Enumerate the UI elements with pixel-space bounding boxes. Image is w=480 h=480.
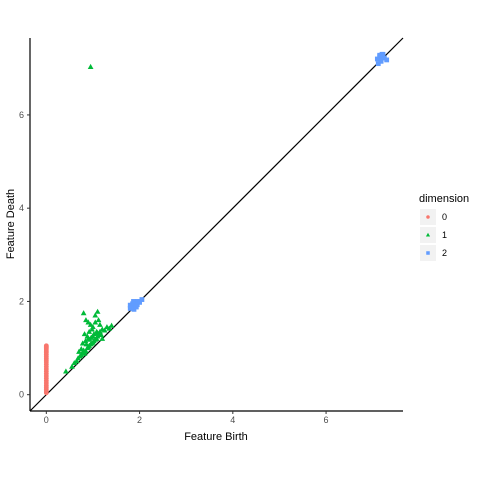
data-point-dim-2 — [128, 305, 134, 310]
data-point-dim-1 — [76, 348, 82, 354]
data-point-dim-1 — [98, 332, 105, 338]
data-point-dim-1 — [90, 333, 96, 339]
data-point-dim-1 — [108, 322, 115, 328]
legend-symbol-1 — [425, 232, 431, 237]
data-point-dim-1 — [83, 317, 89, 323]
x-tick-label: 4 — [230, 415, 235, 425]
data-point-dim-1 — [73, 358, 80, 364]
data-point-dim-1 — [69, 363, 75, 369]
data-point-dim-1 — [92, 319, 99, 325]
data-point-dim-1 — [87, 321, 94, 327]
legend-label-0: 0 — [442, 212, 447, 222]
y-tick-label: 2 — [19, 296, 24, 306]
data-points — [43, 51, 390, 396]
data-point-dim-2 — [131, 299, 136, 304]
data-point-dim-1 — [85, 319, 92, 325]
data-point-dim-1 — [79, 340, 86, 346]
data-point-dim-1 — [87, 63, 94, 70]
data-point-dim-2 — [384, 57, 390, 63]
data-point-dim-0 — [43, 343, 49, 349]
data-point-dim-2 — [378, 58, 384, 64]
data-point-dim-1 — [94, 308, 101, 314]
data-point-dim-2 — [137, 299, 142, 305]
data-point-dim-2 — [377, 52, 383, 58]
data-point-dim-2 — [133, 304, 139, 310]
data-point-dim-1 — [81, 331, 88, 337]
x-tick-label: 2 — [137, 415, 142, 425]
data-point-dim-1 — [92, 312, 99, 318]
legend-label-2: 2 — [442, 248, 447, 258]
data-point-dim-1 — [97, 321, 103, 327]
data-point-dim-1 — [101, 327, 108, 333]
data-point-dim-1 — [94, 330, 101, 336]
data-point-dim-1 — [99, 335, 106, 341]
data-point-dim-1 — [82, 338, 89, 344]
x-axis-title: Feature Birth — [184, 431, 248, 443]
data-point-dim-1 — [83, 341, 90, 347]
data-point-dim-2 — [139, 297, 145, 302]
data-point-dim-1 — [86, 336, 93, 342]
data-point-dim-1 — [86, 328, 93, 334]
x-tick-label: 6 — [324, 415, 329, 425]
diagonal-line — [29, 37, 404, 412]
data-point-dim-2 — [380, 51, 386, 57]
plot-area: 0 2 4 6 0 2 4 6 — [19, 37, 404, 425]
data-point-dim-1 — [89, 326, 95, 332]
x-ticks: 0 2 4 6 — [44, 411, 329, 425]
data-point-dim-1 — [106, 325, 113, 331]
data-point-dim-1 — [95, 317, 102, 323]
data-point-dim-1 — [63, 368, 69, 374]
legend-label-1: 1 — [442, 230, 447, 240]
data-point-dim-1 — [78, 345, 85, 352]
legend: dimension 0 1 2 — [419, 193, 469, 261]
y-axis-title: Feature Death — [5, 189, 17, 259]
data-point-dim-1 — [83, 348, 89, 354]
legend-symbol-0 — [426, 215, 430, 219]
y-tick-label: 4 — [19, 203, 24, 213]
data-point-dim-2 — [375, 61, 381, 67]
x-tick-label: 0 — [44, 415, 49, 425]
legend-title: dimension — [419, 193, 469, 205]
y-tick-label: 6 — [19, 110, 24, 120]
y-ticks: 0 2 4 6 — [19, 110, 30, 400]
legend-symbol-2 — [426, 251, 430, 255]
legend-entries: 0 1 2 — [420, 209, 447, 261]
data-point-dim-1 — [80, 310, 87, 316]
y-tick-label: 0 — [19, 390, 24, 400]
